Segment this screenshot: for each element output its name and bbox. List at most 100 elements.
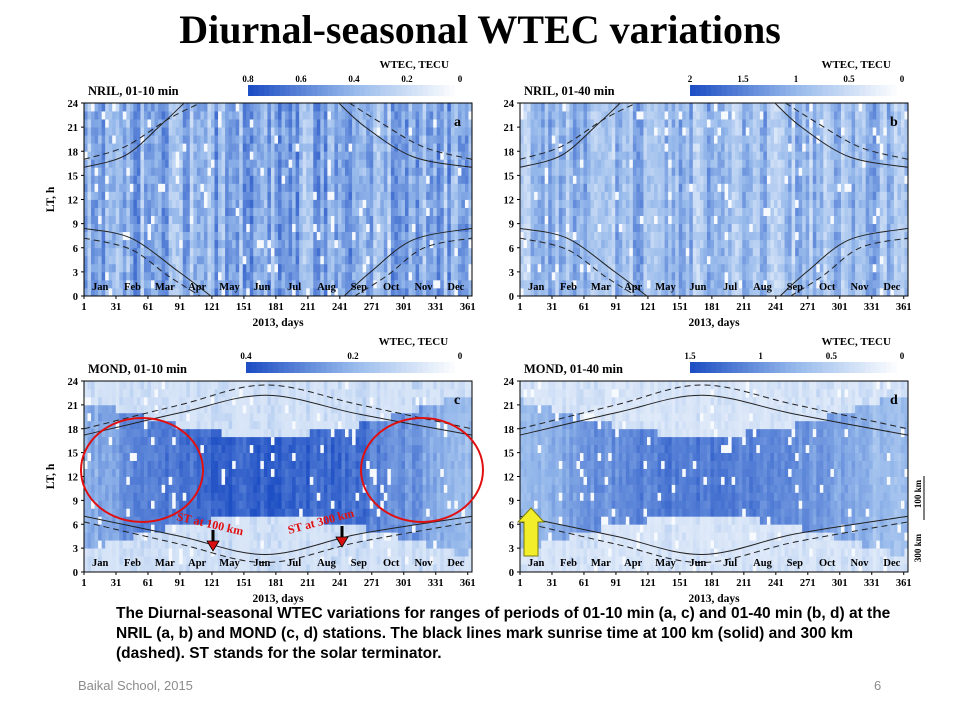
heatmap-cell xyxy=(457,247,462,257)
heatmap-cell xyxy=(87,103,92,112)
heatmap-cell xyxy=(436,263,441,273)
heatmap-cell xyxy=(728,191,733,200)
heatmap-cell xyxy=(823,231,828,241)
colorbar-title: WTEC, TECU xyxy=(379,59,449,71)
heatmap-cell xyxy=(281,247,286,257)
heatmap-cell xyxy=(576,279,581,289)
heatmap-cell xyxy=(175,127,180,136)
heatmap-cell xyxy=(833,239,838,249)
heatmap-cell xyxy=(833,207,838,216)
heatmap-cell xyxy=(274,263,279,273)
heatmap-cell xyxy=(207,223,212,233)
heatmap-cell xyxy=(225,143,230,152)
heatmap-cell xyxy=(249,103,254,112)
heatmap-cell xyxy=(520,247,524,257)
heatmap-cell xyxy=(348,143,353,152)
heatmap-cell xyxy=(639,223,644,233)
heatmap-cell xyxy=(179,143,184,152)
heatmap-cell xyxy=(189,279,194,289)
heatmap-cell xyxy=(784,183,789,192)
heatmap-cell xyxy=(147,255,152,265)
heatmap-cell xyxy=(235,287,240,297)
heatmap-cell xyxy=(186,199,191,208)
heatmap-cell xyxy=(795,215,800,225)
heatmap-cell xyxy=(784,199,789,208)
heatmap-cell xyxy=(270,151,275,160)
heatmap-cell xyxy=(422,271,427,281)
heatmap-cell xyxy=(260,199,265,208)
heatmap-cell xyxy=(464,247,469,257)
heatmap-cell xyxy=(661,135,666,144)
heatmap-cell xyxy=(742,191,747,200)
heatmap-cell xyxy=(657,279,662,289)
heatmap-cell xyxy=(590,287,595,297)
heatmap-cell xyxy=(232,151,237,160)
heatmap-cell xyxy=(572,279,577,289)
heatmap-cell xyxy=(544,103,549,112)
heatmap-cell xyxy=(404,215,409,225)
heatmap-cell xyxy=(823,199,828,208)
heatmap-cell xyxy=(426,151,431,160)
heatmap-cell xyxy=(380,263,385,273)
heatmap-cell xyxy=(450,135,455,144)
heatmap-cell xyxy=(200,167,205,176)
heatmap-cell xyxy=(186,159,191,168)
heatmap-cell xyxy=(154,103,159,112)
heatmap-cell xyxy=(443,247,448,257)
heatmap-cell xyxy=(239,167,244,176)
heatmap-cell xyxy=(668,239,673,249)
heatmap-cell xyxy=(802,135,807,144)
heatmap-cell xyxy=(295,183,300,192)
heatmap-cell xyxy=(629,135,634,144)
heatmap-cell xyxy=(555,175,560,184)
heatmap-cell xyxy=(802,279,807,289)
heatmap-cell xyxy=(721,151,725,160)
heatmap-cell xyxy=(795,167,800,176)
heatmap-cell xyxy=(646,263,651,273)
heatmap-cell xyxy=(714,255,718,265)
heatmap-cell xyxy=(805,207,810,216)
heatmap-cell xyxy=(654,191,658,200)
heatmap-cell xyxy=(218,167,222,176)
heatmap-cell xyxy=(158,175,162,184)
heatmap-cell xyxy=(436,247,441,257)
heatmap-cell xyxy=(225,231,230,241)
heatmap-cell xyxy=(373,135,378,144)
x-tick-label: 271 xyxy=(364,302,380,313)
heatmap-cell xyxy=(562,287,567,297)
heatmap-cell xyxy=(140,191,145,200)
heatmap-cell xyxy=(454,151,459,160)
heatmap-cell xyxy=(826,207,831,216)
heatmap-cell xyxy=(232,287,237,297)
heatmap-cell xyxy=(196,143,201,152)
heatmap-cell xyxy=(334,111,339,120)
heatmap-cell xyxy=(562,263,567,273)
heatmap-cell xyxy=(189,135,194,144)
heatmap-cell xyxy=(232,199,237,208)
heatmap-cell xyxy=(632,103,637,112)
heatmap-cell xyxy=(151,127,155,136)
heatmap-cell xyxy=(387,215,392,225)
heatmap-cell xyxy=(611,247,616,257)
heatmap-cell xyxy=(419,199,424,208)
heatmap-cell xyxy=(158,279,162,289)
heatmap-cell xyxy=(228,287,233,297)
heatmap-cell xyxy=(122,271,127,281)
heatmap-cell xyxy=(101,167,106,176)
heatmap-cell xyxy=(316,263,321,273)
heatmap-cell xyxy=(837,215,842,225)
heatmap-cell xyxy=(611,167,616,176)
heatmap-cell xyxy=(745,111,750,120)
heatmap-cell xyxy=(816,223,821,233)
heatmap-cell xyxy=(777,159,782,168)
heatmap-cell xyxy=(256,199,261,208)
heatmap-cell xyxy=(450,143,455,152)
heatmap-cell xyxy=(249,247,254,257)
heatmap-cell xyxy=(527,287,531,297)
heatmap-cell xyxy=(802,199,807,208)
heatmap-cell xyxy=(122,143,127,152)
heatmap-cell xyxy=(161,159,166,168)
heatmap-cell xyxy=(749,207,754,216)
heatmap-cell xyxy=(622,223,627,233)
heatmap-cell xyxy=(461,135,466,144)
